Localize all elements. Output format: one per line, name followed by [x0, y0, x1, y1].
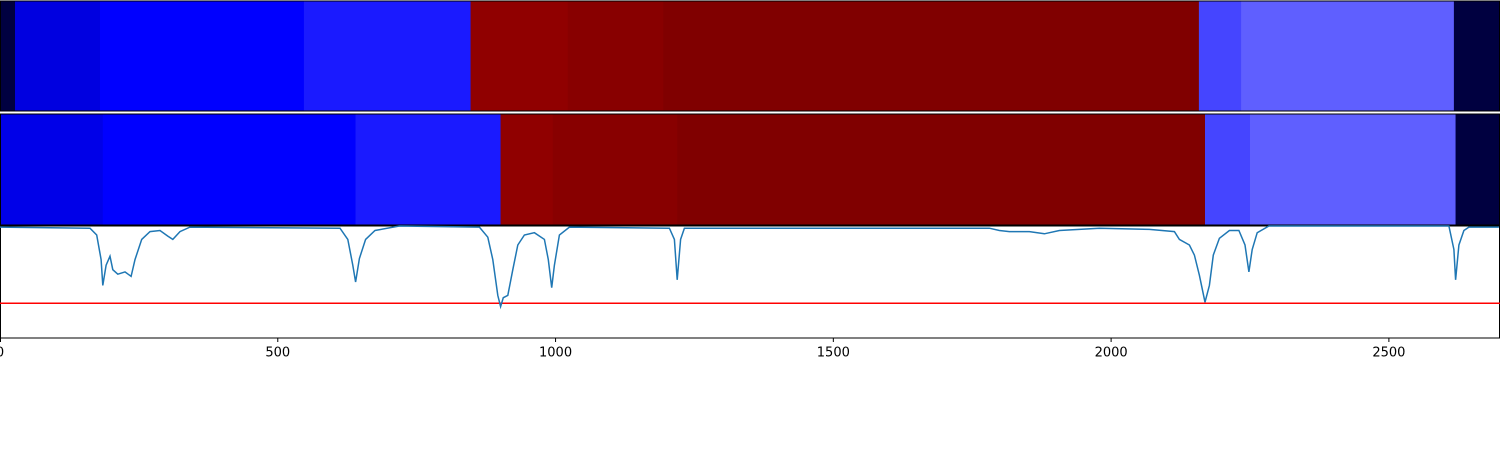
segment	[663, 1, 1200, 111]
segment	[1241, 1, 1455, 111]
segment	[1453, 1, 1500, 111]
segment	[0, 114, 104, 225]
x-tick-label: 0	[0, 346, 4, 361]
segment	[677, 114, 1206, 225]
segment	[15, 1, 101, 111]
segment	[0, 1, 16, 111]
segment	[1198, 1, 1242, 111]
segment	[1250, 114, 1457, 225]
segment	[1455, 114, 1500, 225]
x-tick-label: 1000	[539, 346, 572, 361]
x-tick-label: 500	[265, 346, 290, 361]
segment	[100, 1, 305, 111]
plot-frame	[0, 225, 1500, 339]
data-line	[0, 225, 1499, 310]
segment	[1205, 114, 1251, 225]
segment	[470, 1, 569, 111]
x-tick-label: 2000	[1095, 346, 1128, 361]
segment	[552, 114, 678, 225]
segment	[355, 114, 502, 225]
segment	[567, 1, 664, 111]
segment	[500, 114, 554, 225]
x-tick-label: 1500	[817, 346, 850, 361]
segment	[303, 1, 472, 111]
segment	[102, 114, 357, 225]
x-tick-label: 2500	[1372, 346, 1405, 361]
